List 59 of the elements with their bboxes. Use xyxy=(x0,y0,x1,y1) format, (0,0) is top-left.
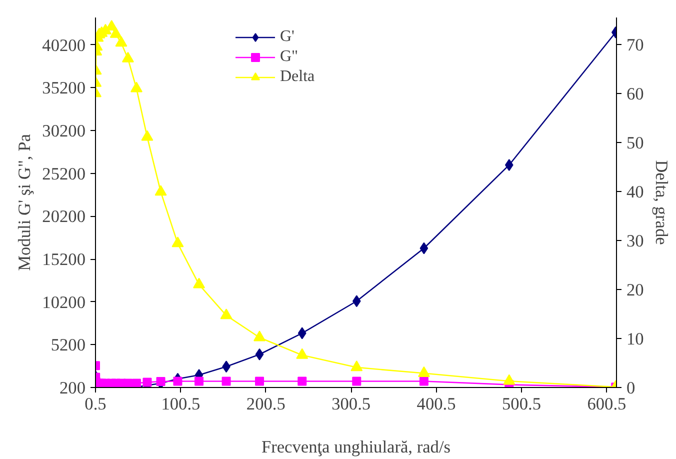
y2-tick-label: 60 xyxy=(626,84,644,104)
point xyxy=(220,308,232,320)
point xyxy=(130,82,142,92)
y-tick-label: 200 xyxy=(60,378,86,398)
point xyxy=(173,376,182,386)
point xyxy=(418,366,430,377)
point xyxy=(298,376,307,386)
point xyxy=(194,376,204,386)
x-tick-label: 500.5 xyxy=(502,394,542,414)
x-tick-label: 200.5 xyxy=(246,394,286,414)
y-tick-label: 20200 xyxy=(42,207,86,226)
point xyxy=(503,374,516,385)
point xyxy=(222,376,231,386)
point xyxy=(350,360,363,372)
y2-tick-label: 40 xyxy=(626,182,644,202)
y2-tick-label: 0 xyxy=(626,378,636,398)
point xyxy=(123,378,132,388)
y2-tick-label: 10 xyxy=(626,329,644,348)
x-tick-label: 600.5 xyxy=(587,394,626,414)
x-axis-title: Frecvenţa unghiulară, rad/s xyxy=(261,438,451,456)
point xyxy=(504,158,514,171)
y-tick-label: 30200 xyxy=(42,122,86,141)
point xyxy=(115,36,128,47)
y-axis-title: Moduli G' şi G", Pa xyxy=(15,134,34,271)
x-tick-label: 100.5 xyxy=(161,394,200,414)
point xyxy=(154,185,167,196)
point xyxy=(106,20,118,30)
point xyxy=(296,348,308,359)
y-tick-label: 25200 xyxy=(42,164,86,184)
point xyxy=(172,236,184,248)
point xyxy=(141,130,154,141)
y-tick-label: 35200 xyxy=(42,78,86,98)
point xyxy=(132,378,141,388)
point xyxy=(110,27,122,38)
y-tick-label: 40200 xyxy=(42,36,86,55)
y-tick-label: 10200 xyxy=(42,292,86,312)
y2-tick-label: 70 xyxy=(626,35,644,54)
point xyxy=(255,348,264,360)
point xyxy=(352,295,361,308)
y2-tick-label: 30 xyxy=(626,231,644,250)
x-tick-label: 300.5 xyxy=(332,394,371,414)
y-tick-label: 5200 xyxy=(50,336,86,355)
legend-label: G' xyxy=(280,28,296,46)
y2-axis-title: Delta, grade xyxy=(652,160,671,246)
legend-label: G" xyxy=(280,48,300,66)
point xyxy=(298,327,306,340)
legend-label: Delta xyxy=(280,68,315,86)
point xyxy=(193,278,206,288)
y-tick-label: 15200 xyxy=(42,250,86,270)
x-tick-label: 400.5 xyxy=(416,394,456,414)
y2-tick-label: 50 xyxy=(626,133,644,152)
point xyxy=(352,376,362,386)
point xyxy=(122,52,134,62)
point xyxy=(255,376,264,386)
point xyxy=(254,330,266,342)
x-tick-label: 0.5 xyxy=(84,394,106,414)
point xyxy=(420,242,428,254)
y2-tick-label: 20 xyxy=(626,280,644,300)
point xyxy=(419,376,428,386)
